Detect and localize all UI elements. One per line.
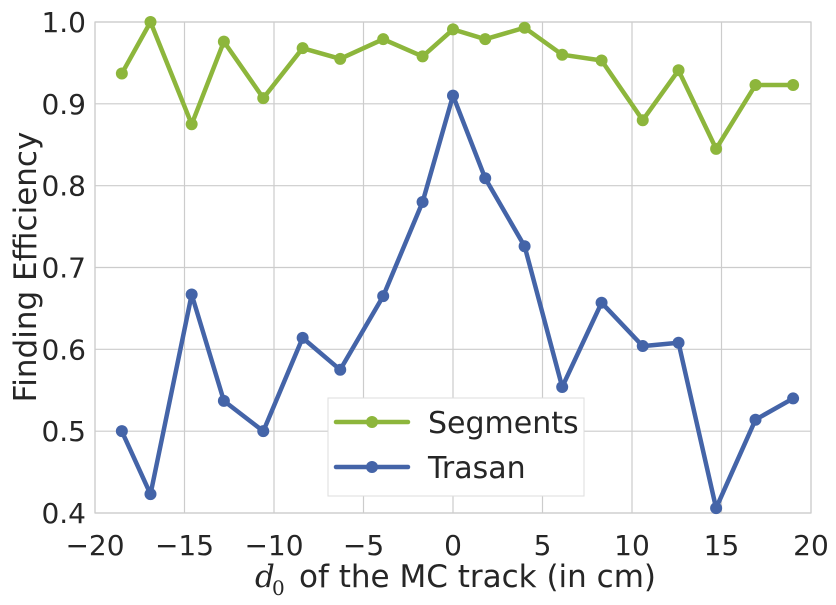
data-point-segments: [217, 35, 230, 48]
y-tick-labels: 0.4 0.5 0.6 0.7 0.8 0.9 1.0: [41, 6, 86, 530]
x-tick-label: 15: [704, 529, 740, 562]
x-axis-label-subscript: 0: [272, 576, 285, 600]
data-point-segments: [185, 118, 198, 131]
data-point-trasan: [334, 363, 347, 376]
data-point-trasan: [257, 425, 270, 438]
x-axis-label: d 0 of the MC track (in cm): [255, 559, 656, 600]
series-segments: [115, 16, 800, 155]
data-point-trasan: [115, 425, 128, 438]
data-point-segments: [710, 142, 723, 155]
x-axis-label-symbol: d: [255, 559, 275, 595]
data-point-segments: [416, 50, 429, 63]
y-tick-label: 1.0: [41, 6, 86, 39]
legend-label-segments: Segments: [428, 406, 579, 441]
x-tick-label: −10: [244, 529, 303, 562]
x-tick-label: −15: [155, 529, 214, 562]
data-point-trasan: [595, 296, 608, 309]
x-tick-labels: −20 −15 −10 −5 0 5 10 15 20: [65, 529, 828, 562]
data-point-segments: [115, 67, 128, 80]
data-point-segments: [447, 23, 459, 36]
data-point-trasan: [296, 331, 309, 344]
y-tick-label: 0.7: [41, 252, 86, 285]
data-point-segments: [749, 79, 762, 92]
data-point-trasan: [636, 340, 649, 353]
data-point-trasan: [217, 394, 230, 407]
legend-marker-segments: [366, 416, 378, 428]
y-tick-label: 0.9: [41, 88, 86, 121]
data-point-trasan: [787, 392, 800, 405]
legend-label-trasan: Trasan: [427, 451, 526, 486]
data-point-trasan: [447, 89, 459, 102]
data-point-segments: [556, 48, 569, 61]
data-point-trasan: [416, 196, 429, 209]
y-axis-label: Finding Efficiency: [8, 132, 44, 403]
data-point-trasan: [749, 413, 762, 426]
x-tick-label: 0: [444, 529, 462, 562]
data-point-segments: [787, 79, 800, 92]
series-layer: [115, 16, 800, 515]
x-tick-label: 10: [614, 529, 650, 562]
y-tick-label: 0.8: [41, 170, 86, 203]
data-point-trasan: [672, 336, 685, 349]
y-tick-label: 0.4: [41, 497, 86, 530]
data-point-trasan: [710, 502, 723, 515]
data-point-trasan: [556, 380, 569, 393]
x-tick-label: 20: [793, 529, 829, 562]
y-tick-label: 0.5: [41, 415, 86, 448]
data-point-segments: [296, 42, 309, 55]
plot-frame: [94, 21, 812, 514]
data-point-segments: [636, 114, 649, 127]
data-point-segments: [595, 54, 608, 67]
data-point-segments: [672, 64, 685, 77]
legend-box: [327, 397, 585, 497]
data-point-trasan: [185, 288, 198, 301]
legend-marker-trasan: [366, 461, 378, 473]
x-tick-label: −20: [65, 529, 124, 562]
series-trasan: [115, 89, 800, 515]
data-point-trasan: [144, 488, 157, 501]
legend: Segments Trasan: [327, 397, 585, 497]
x-axis-label-text: of the MC track (in cm): [299, 559, 656, 595]
data-point-segments: [334, 52, 347, 65]
data-point-trasan: [479, 172, 492, 185]
data-point-segments: [377, 33, 390, 46]
y-tick-label: 0.6: [41, 333, 86, 366]
data-point-segments: [479, 33, 492, 46]
data-point-segments: [518, 21, 531, 34]
data-point-trasan: [518, 240, 531, 253]
x-tick-label: 5: [534, 529, 552, 562]
x-tick-label: −5: [343, 529, 384, 562]
data-point-segments: [144, 16, 157, 28]
data-point-trasan: [377, 290, 390, 303]
data-point-segments: [257, 92, 270, 105]
